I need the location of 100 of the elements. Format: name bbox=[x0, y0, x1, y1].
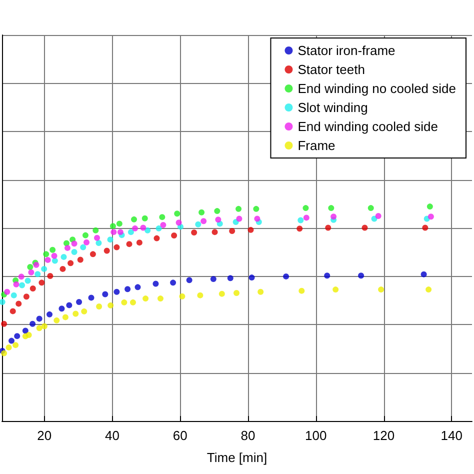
point bbox=[46, 311, 53, 318]
point bbox=[110, 223, 116, 230]
point bbox=[76, 298, 82, 305]
point bbox=[200, 218, 207, 224]
point bbox=[14, 333, 20, 340]
point bbox=[142, 296, 149, 302]
point bbox=[58, 306, 65, 312]
point bbox=[420, 271, 427, 278]
point bbox=[328, 205, 334, 212]
point bbox=[302, 205, 309, 212]
point bbox=[233, 290, 240, 296]
point bbox=[171, 232, 178, 239]
point bbox=[236, 206, 242, 212]
point bbox=[210, 276, 216, 282]
point bbox=[54, 317, 60, 324]
point bbox=[34, 271, 41, 278]
point bbox=[96, 240, 102, 246]
point bbox=[254, 216, 260, 222]
point bbox=[38, 280, 45, 286]
point bbox=[71, 249, 78, 256]
point bbox=[0, 298, 6, 305]
point bbox=[236, 216, 242, 222]
point bbox=[197, 292, 204, 298]
point bbox=[50, 246, 56, 253]
point bbox=[176, 220, 182, 226]
x-tick-label: 20 bbox=[37, 428, 52, 443]
point bbox=[218, 290, 225, 297]
point bbox=[94, 234, 100, 241]
point bbox=[332, 286, 339, 293]
point bbox=[426, 286, 432, 293]
point bbox=[22, 328, 28, 334]
point bbox=[102, 291, 108, 298]
point bbox=[195, 221, 202, 228]
point bbox=[10, 308, 16, 314]
point bbox=[159, 214, 166, 220]
legend-label: End winding no cooled side bbox=[298, 81, 456, 96]
point bbox=[330, 214, 337, 220]
point bbox=[51, 252, 58, 259]
point bbox=[131, 216, 138, 222]
x-tick-label: 40 bbox=[105, 428, 120, 443]
point bbox=[132, 225, 138, 232]
legend-label: Slot winding bbox=[298, 100, 368, 115]
point bbox=[60, 254, 67, 260]
x-tick-label: 100 bbox=[305, 428, 327, 443]
point bbox=[186, 277, 192, 284]
point bbox=[108, 302, 114, 308]
point bbox=[128, 229, 134, 236]
point bbox=[198, 209, 205, 216]
point bbox=[325, 224, 332, 231]
point bbox=[124, 286, 131, 292]
point bbox=[191, 230, 198, 236]
point bbox=[324, 272, 330, 279]
point bbox=[121, 299, 128, 306]
point bbox=[227, 275, 234, 282]
point bbox=[47, 273, 54, 280]
point bbox=[362, 224, 368, 231]
point bbox=[4, 288, 10, 295]
point bbox=[283, 273, 290, 280]
legend-label: Stator teeth bbox=[298, 62, 365, 77]
point bbox=[375, 212, 382, 219]
point bbox=[154, 235, 160, 242]
point bbox=[298, 288, 305, 294]
point bbox=[92, 227, 99, 234]
point bbox=[19, 282, 26, 288]
point bbox=[10, 292, 17, 298]
legend-label: Frame bbox=[298, 138, 336, 153]
point bbox=[179, 293, 186, 300]
point bbox=[212, 229, 218, 236]
point bbox=[368, 205, 374, 212]
point bbox=[126, 241, 132, 248]
point bbox=[296, 226, 303, 232]
point bbox=[130, 299, 136, 306]
point bbox=[36, 316, 42, 322]
point bbox=[152, 280, 159, 287]
point bbox=[66, 302, 72, 308]
point bbox=[114, 244, 120, 250]
point bbox=[81, 308, 88, 314]
point bbox=[378, 286, 384, 293]
point bbox=[43, 251, 50, 258]
point bbox=[170, 280, 176, 286]
point bbox=[88, 294, 94, 301]
x-tick-label: 140 bbox=[440, 428, 462, 443]
x-tick-label: 80 bbox=[240, 428, 256, 443]
x-axis-title: Time [min] bbox=[206, 450, 268, 465]
point bbox=[215, 216, 222, 223]
point bbox=[62, 314, 68, 320]
point bbox=[96, 303, 102, 310]
point bbox=[28, 269, 34, 276]
point bbox=[23, 294, 30, 300]
point bbox=[160, 222, 166, 228]
point bbox=[117, 229, 124, 236]
point bbox=[104, 248, 110, 254]
point bbox=[8, 338, 14, 344]
point bbox=[157, 296, 164, 302]
point bbox=[12, 342, 19, 348]
legend-label: Stator iron-frame bbox=[298, 43, 396, 58]
point bbox=[41, 266, 48, 272]
point bbox=[71, 240, 78, 247]
point bbox=[84, 239, 90, 246]
point bbox=[90, 251, 96, 258]
